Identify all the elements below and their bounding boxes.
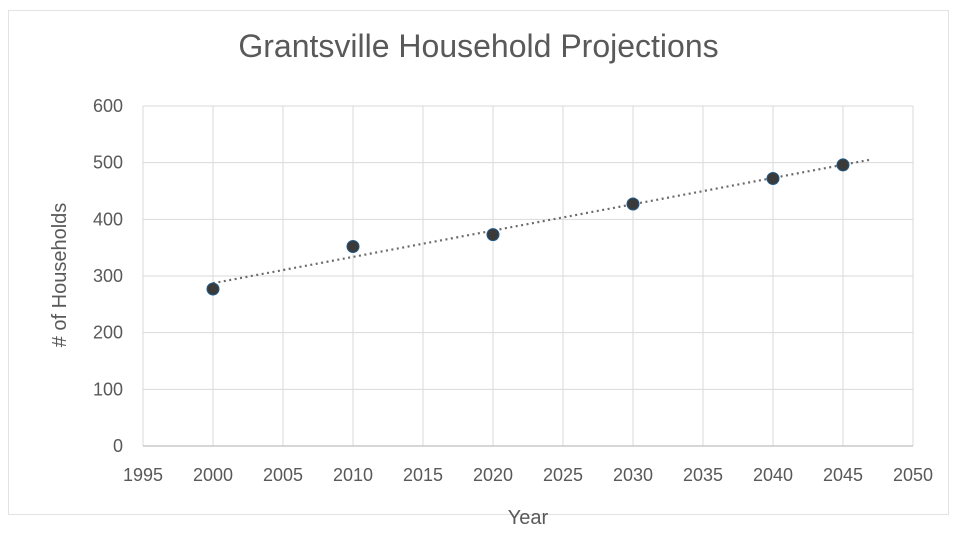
- y-tick-label-2: 200: [93, 323, 123, 343]
- y-tick-label-3: 300: [93, 266, 123, 286]
- chart-title: Grantsville Household Projections: [238, 28, 719, 64]
- x-tick-label-11: 2050: [893, 465, 933, 485]
- data-point-2000: [206, 282, 220, 296]
- y-axis-label: # of Households: [49, 203, 71, 348]
- x-tick-label-3: 2010: [333, 465, 373, 485]
- y-tick-label-4: 400: [93, 209, 123, 229]
- x-tick-label-9: 2040: [753, 465, 793, 485]
- x-tick-label-8: 2035: [683, 465, 723, 485]
- data-points: [206, 158, 850, 296]
- data-point-2030: [626, 197, 640, 211]
- trendline-group: [212, 158, 872, 285]
- x-tick-label-0: 1995: [123, 465, 163, 485]
- trendline: [212, 158, 872, 285]
- x-tick-label-4: 2015: [403, 465, 443, 485]
- x-tick-labels: 1995 2000 2005 2010 2015 2020 2025 2030 2035 2040…: [123, 465, 933, 485]
- chart-frame: [8, 10, 949, 515]
- y-tick-labels: 0 100 200 300 400 500 600: [93, 96, 123, 456]
- y-tick-label-6: 600: [93, 96, 123, 116]
- x-tick-label-7: 2030: [613, 465, 653, 485]
- grid-lines: [142, 105, 914, 447]
- x-tick-label-5: 2020: [473, 465, 513, 485]
- data-point-2020: [486, 228, 500, 242]
- x-tick-label-6: 2025: [543, 465, 583, 485]
- data-point-2045: [836, 158, 850, 172]
- y-tick-label-1: 100: [93, 379, 123, 399]
- x-tick-label-10: 2045: [823, 465, 863, 485]
- x-tick-label-1: 2000: [193, 465, 233, 485]
- data-point-2010: [346, 240, 360, 254]
- y-tick-label-0: 0: [113, 436, 123, 456]
- x-tick-label-2: 2005: [263, 465, 303, 485]
- data-point-2040: [766, 172, 780, 186]
- x-axis-label: Year: [508, 507, 549, 529]
- y-tick-label-5: 500: [93, 153, 123, 173]
